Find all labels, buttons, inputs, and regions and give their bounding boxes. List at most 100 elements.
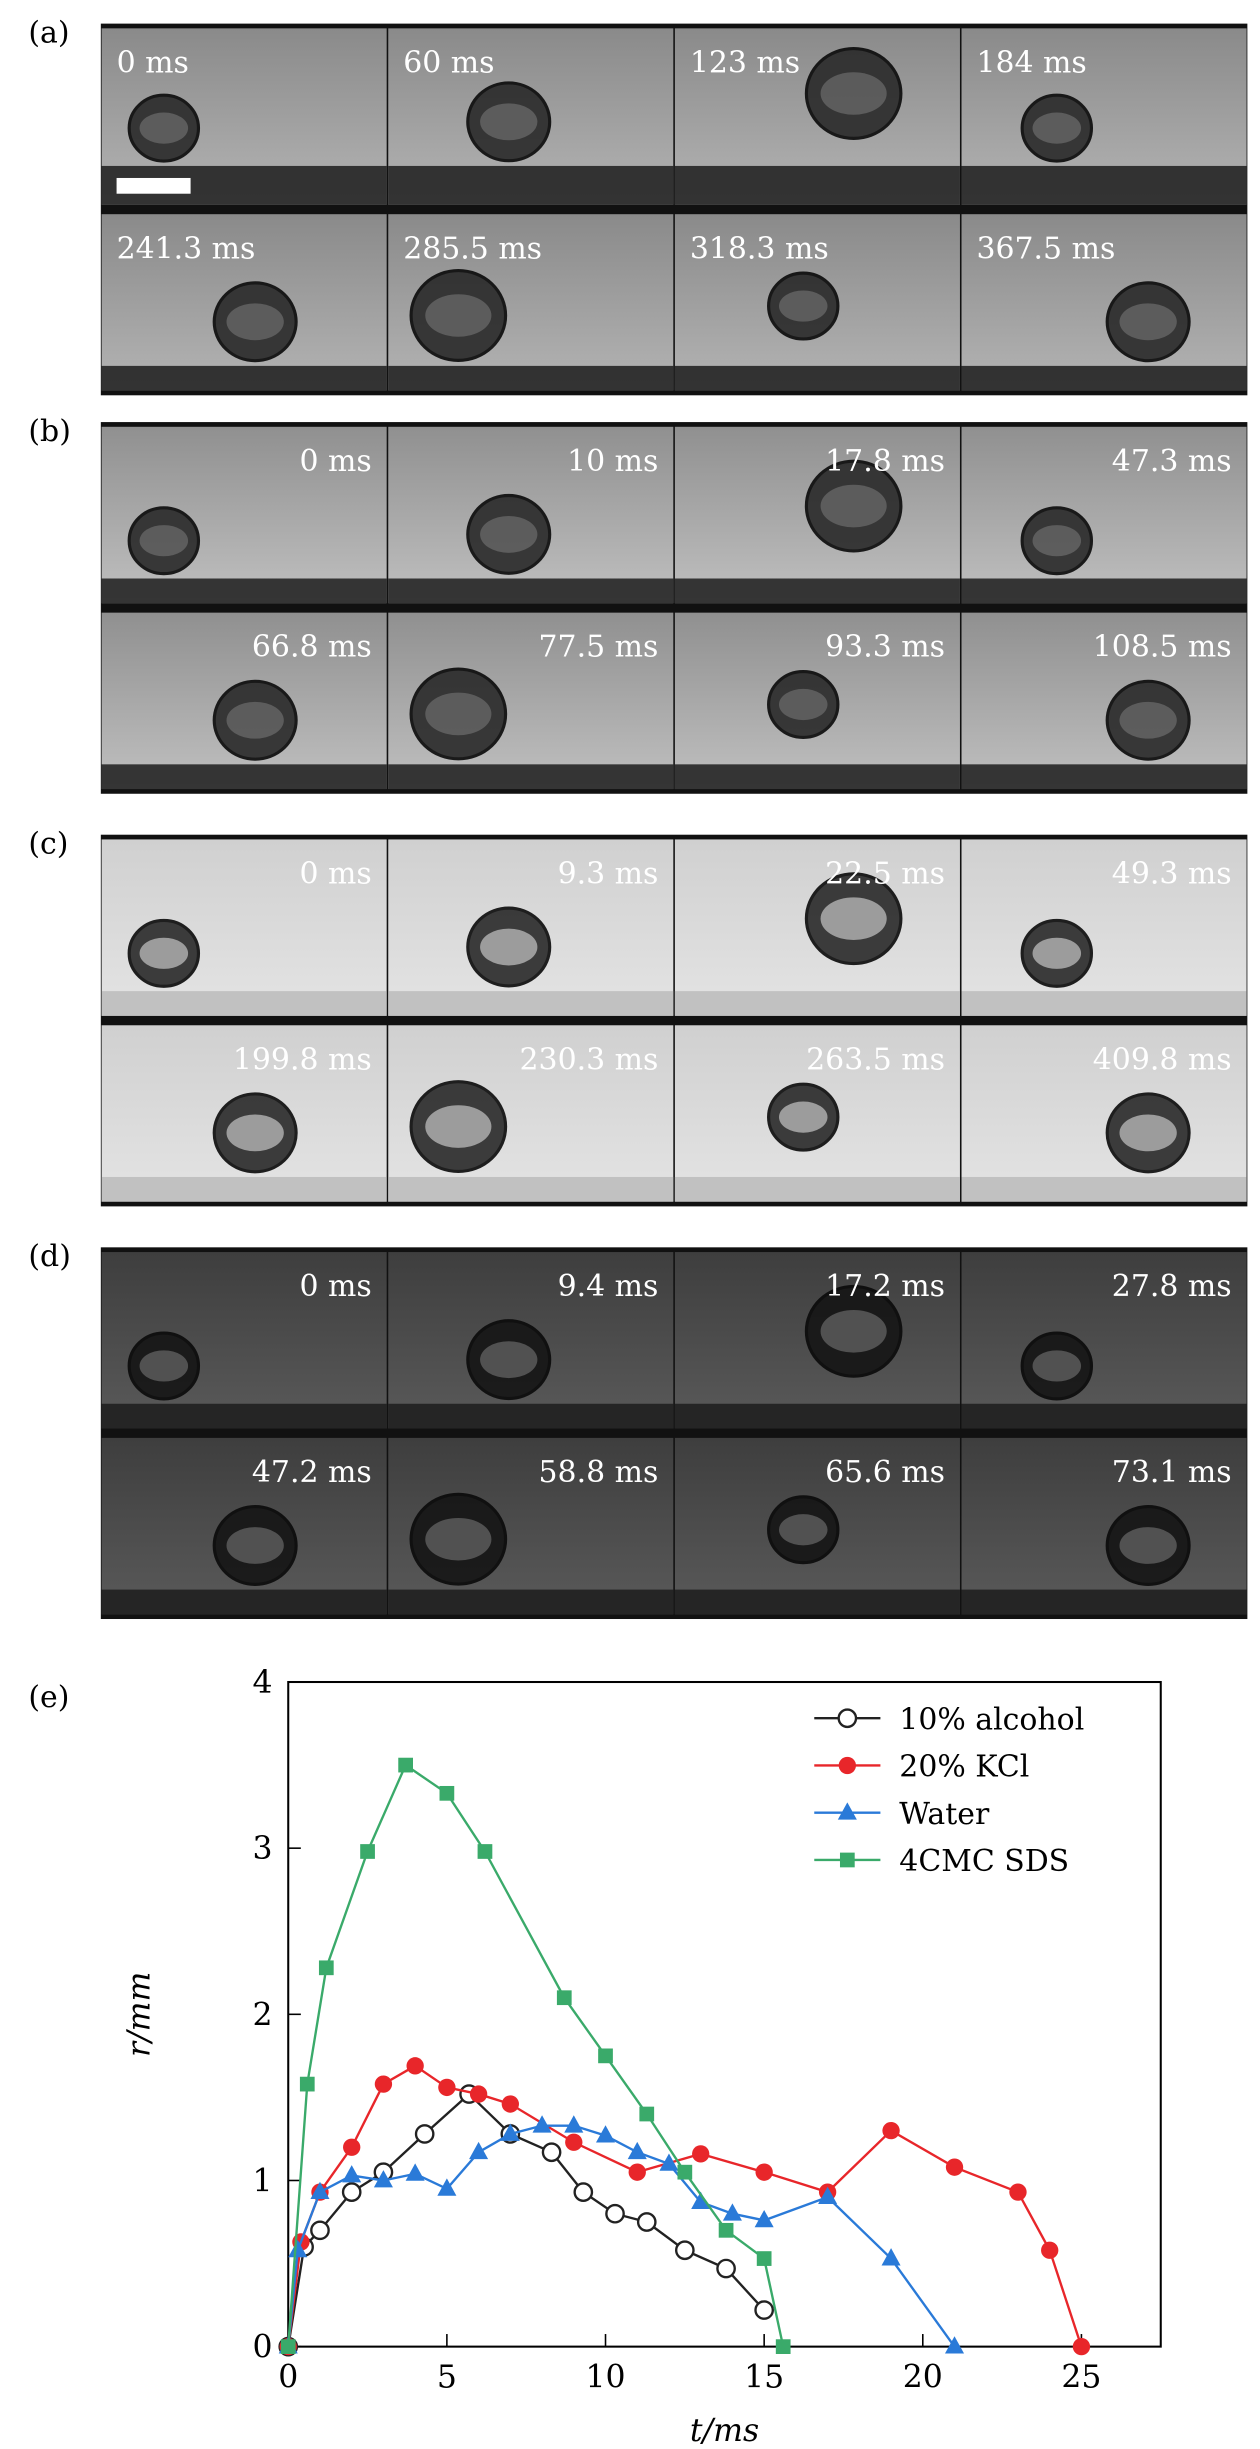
droplet-core: [778, 688, 828, 721]
substrate: [961, 1589, 1247, 1615]
marker: [754, 2300, 774, 2320]
photo-frame: [961, 612, 1247, 790]
droplet-core: [1032, 1350, 1082, 1382]
marker: [1009, 2183, 1027, 2201]
marker: [342, 2165, 362, 2183]
marker: [469, 2141, 489, 2160]
y-axis-label: r/mm: [122, 1972, 158, 2057]
marker: [360, 1844, 375, 1859]
time-label: 285.5 ms: [403, 231, 542, 266]
marker: [595, 2125, 616, 2143]
marker: [406, 2057, 424, 2075]
marker: [341, 2182, 362, 2202]
substrate: [388, 764, 674, 790]
photo-frame: [961, 1252, 1247, 1429]
marker: [1072, 2337, 1091, 2356]
marker: [598, 2048, 613, 2064]
marker: [756, 2251, 772, 2266]
marker: [674, 2240, 695, 2261]
droplet-core: [139, 1350, 189, 1382]
x-tick-label: 0: [278, 2360, 298, 2396]
substrate: [101, 1176, 387, 1202]
droplet-core: [1032, 112, 1082, 144]
marker: [1041, 2241, 1059, 2259]
marker: [414, 2124, 435, 2144]
time-label: 73.1 ms: [1112, 1455, 1232, 1490]
marker: [677, 2164, 693, 2180]
marker: [541, 2142, 562, 2163]
droplet-core: [480, 103, 538, 141]
series-line: [287, 2064, 1083, 2347]
photo-frame: [961, 426, 1247, 604]
substrate: [101, 365, 387, 391]
time-label: 199.8 ms: [233, 1042, 372, 1077]
marker: [639, 2106, 655, 2122]
time-label: 367.5 ms: [976, 231, 1115, 266]
x-tick-label: 10: [585, 2360, 625, 2396]
droplet-core: [226, 303, 284, 341]
chart-label: (e): [28, 1680, 69, 1715]
substrate: [388, 165, 674, 205]
time-label: 93.3 ms: [825, 630, 945, 665]
marker: [565, 2133, 583, 2151]
marker: [500, 2123, 520, 2141]
substrate: [388, 578, 674, 604]
droplet-core: [1032, 525, 1082, 557]
legend-marker: [838, 1756, 857, 1775]
marker: [818, 2186, 838, 2205]
substrate: [961, 578, 1247, 604]
droplet-core: [425, 1105, 492, 1148]
time-label: 0 ms: [299, 1269, 371, 1304]
droplet-core: [1119, 701, 1177, 739]
panel-label: (b): [28, 414, 70, 449]
time-label: 9.4 ms: [558, 1269, 659, 1304]
panel-label: (a): [28, 16, 69, 51]
marker: [718, 2222, 734, 2238]
droplet-core: [139, 112, 189, 144]
legend-marker: [837, 1708, 858, 1729]
substrate: [101, 1403, 387, 1429]
time-label: 65.6 ms: [825, 1455, 945, 1490]
marker: [405, 2163, 425, 2181]
substrate: [101, 764, 387, 790]
marker: [945, 2158, 964, 2176]
droplet-core: [820, 897, 887, 940]
substrate: [388, 1589, 674, 1615]
y-tick-label: 2: [252, 1997, 272, 2033]
legend-label: 4CMC SDS: [899, 1844, 1069, 1879]
time-label: 241.3 ms: [117, 231, 256, 266]
marker: [775, 2339, 791, 2354]
marker: [944, 2336, 965, 2354]
marker: [692, 2145, 710, 2163]
time-label: 49.3 ms: [1112, 857, 1232, 892]
substrate: [674, 1176, 960, 1202]
marker: [636, 2212, 657, 2232]
marker: [755, 2163, 773, 2181]
marker: [882, 2121, 900, 2140]
marker: [628, 2163, 646, 2181]
x-tick-label: 15: [744, 2360, 784, 2396]
substrate: [388, 365, 674, 391]
substrate: [674, 764, 960, 790]
y-tick-label: 0: [252, 2330, 272, 2366]
photo-frame: [961, 214, 1247, 391]
marker: [691, 2191, 711, 2210]
marker: [477, 1844, 493, 1859]
droplet-core: [139, 937, 189, 969]
marker: [310, 2220, 330, 2241]
time-label: 230.3 ms: [520, 1042, 659, 1077]
time-label: 27.8 ms: [1112, 1269, 1232, 1304]
series-line: [287, 2124, 956, 2348]
photo-frame: [961, 839, 1247, 1016]
time-label: 66.8 ms: [252, 630, 372, 665]
droplet-core: [1119, 303, 1177, 341]
marker: [556, 1990, 572, 2006]
substrate: [388, 991, 674, 1016]
marker: [437, 2178, 457, 2196]
substrate: [674, 365, 960, 391]
legend-label: Water: [899, 1797, 990, 1832]
substrate: [961, 1176, 1247, 1202]
time-label: 0 ms: [299, 444, 371, 479]
marker: [754, 2209, 774, 2228]
time-label: 17.2 ms: [825, 1269, 945, 1304]
